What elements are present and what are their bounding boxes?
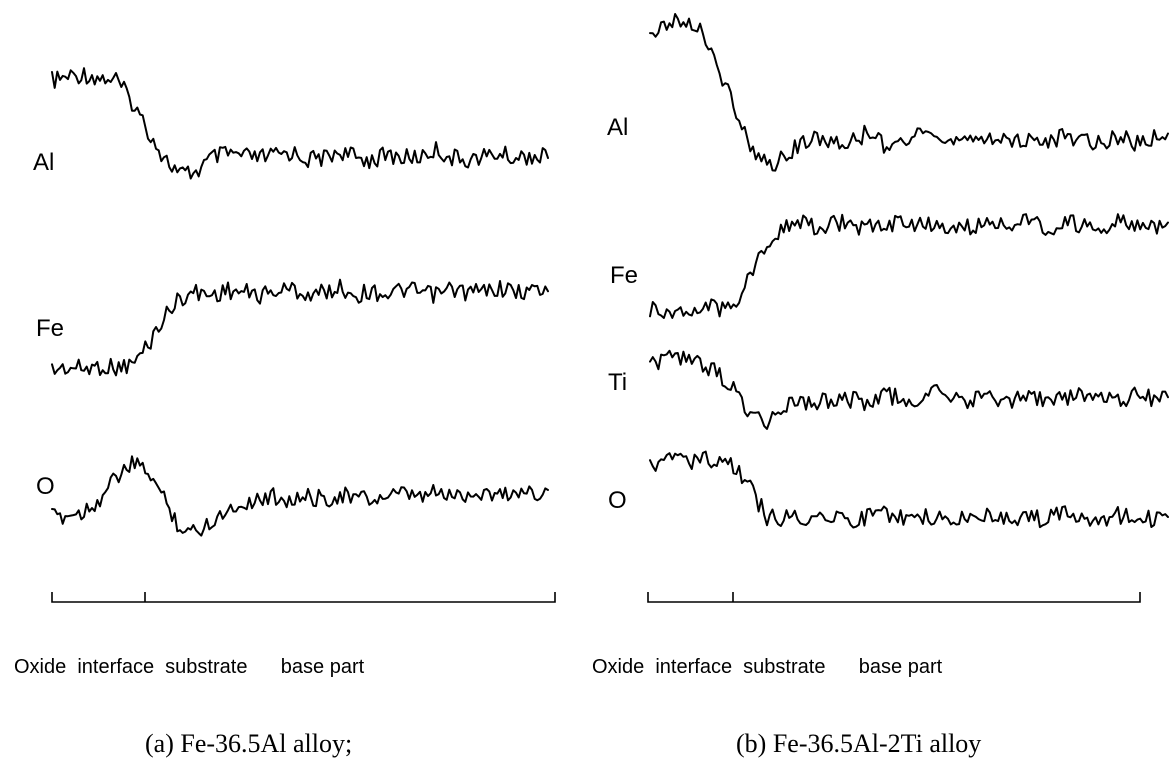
panel-b-label-ti: Ti: [608, 369, 627, 396]
panel-a-trace-fe: [51, 278, 549, 377]
panel-b-label-al: Al: [607, 114, 628, 141]
panel-a-label-o: O: [36, 473, 55, 500]
panel-a-trace-al: [51, 67, 549, 180]
panel-a-caption: (a) Fe-36.5Al alloy;: [145, 729, 352, 758]
panel-b-trace-o: [649, 450, 1169, 529]
panel-a: Al Fe O Oxide interface substrate base p…: [14, 67, 556, 758]
panel-b-caption: (b) Fe-36.5Al-2Ti alloy: [736, 729, 981, 758]
panel-a-label-al: Al: [33, 149, 54, 176]
panel-b-axis: [647, 592, 1141, 603]
panel-b-label-o: O: [608, 487, 627, 514]
panel-a-label-fe: Fe: [36, 315, 64, 342]
panel-a-axis-label: Oxide interface substrate base part: [14, 656, 365, 678]
panel-b-axis-label: Oxide interface substrate base part: [592, 656, 943, 678]
panel-b-label-fe: Fe: [610, 262, 638, 289]
panel-a-axis: [51, 592, 556, 603]
panel-b-trace-ti: [649, 349, 1169, 430]
panel-b-trace-fe: [649, 213, 1169, 319]
panel-a-trace-o: [51, 455, 549, 537]
panel-b: Al Fe Ti O Oxide interface substrate bas…: [592, 13, 1169, 758]
panel-b-trace-al: [649, 13, 1169, 172]
